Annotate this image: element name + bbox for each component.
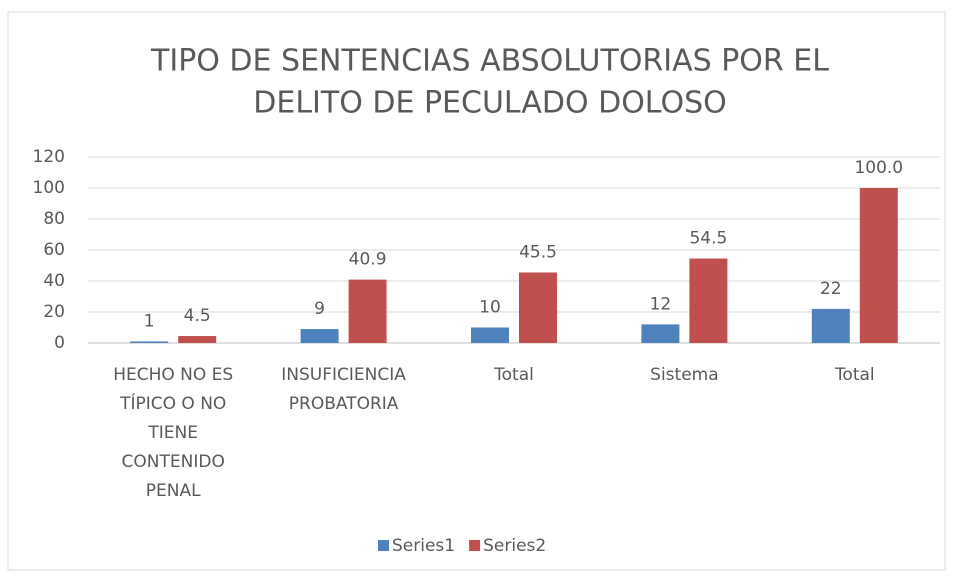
bar xyxy=(130,341,169,343)
data-label: 4.5 xyxy=(184,306,211,326)
bar xyxy=(641,324,680,343)
bar xyxy=(471,327,509,343)
bar xyxy=(811,308,850,343)
legend-swatch xyxy=(469,540,481,551)
x-tick-label: Total xyxy=(834,365,875,385)
x-tick-label: Total xyxy=(493,365,534,385)
y-tick-label: 100 xyxy=(33,178,65,198)
y-tick-label: 0 xyxy=(54,333,65,353)
data-label: 40.9 xyxy=(349,250,387,270)
x-tick-label: INSUFICIENCIA PROBATORIA xyxy=(281,365,406,414)
y-tick-label: 120 xyxy=(33,147,65,167)
bar xyxy=(300,329,339,343)
bar xyxy=(519,272,557,343)
bar xyxy=(859,188,898,343)
legend-swatch xyxy=(378,540,389,551)
x-tick-label: HECHO NO ES TÍPICO O NO TIENE CONTENIDO PENA… xyxy=(113,365,233,501)
y-tick-label: 20 xyxy=(43,302,65,322)
data-label: 9 xyxy=(314,299,325,319)
x-tick-label: Sistema xyxy=(650,365,718,385)
data-label: 12 xyxy=(650,294,672,314)
data-label: 1 xyxy=(144,311,155,331)
bar xyxy=(178,336,217,343)
chart-frame xyxy=(7,11,946,571)
y-tick-label: 80 xyxy=(43,209,65,229)
legend-label: Series2 xyxy=(483,536,546,556)
data-label: 100.0 xyxy=(854,158,903,178)
data-label: 10 xyxy=(479,298,501,318)
legend-label: Series1 xyxy=(392,536,455,556)
data-label: 45.5 xyxy=(519,242,557,262)
y-tick-label: 60 xyxy=(43,240,65,260)
chart-title: DELITO DE PECULADO DOLOSO xyxy=(253,86,726,121)
data-label: 54.5 xyxy=(689,229,727,249)
bar xyxy=(348,279,387,343)
data-label: 22 xyxy=(820,279,842,299)
bar xyxy=(689,258,728,343)
chart-title: TIPO DE SENTENCIAS ABSOLUTORIAS POR EL xyxy=(150,44,829,79)
y-tick-label: 40 xyxy=(43,271,65,291)
